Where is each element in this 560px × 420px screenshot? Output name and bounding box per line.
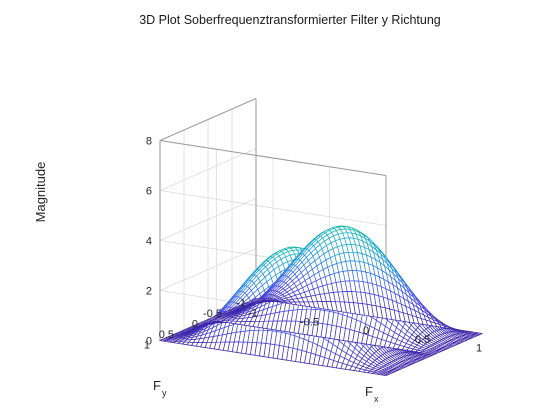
z-tick-label: 4 bbox=[146, 236, 152, 248]
z-tick-label: 6 bbox=[146, 186, 152, 198]
z-tick-label: 2 bbox=[146, 286, 152, 298]
x-tick-label: 1 bbox=[476, 343, 482, 355]
backwall-gridline-z bbox=[159, 190, 387, 226]
y-tick-label: 1 bbox=[144, 340, 150, 352]
chart-title: 3D Plot Soberfrequenztransformierter Fil… bbox=[139, 13, 441, 27]
z-tick-label: 0 bbox=[146, 336, 152, 348]
wall-gridline-z bbox=[159, 148, 257, 191]
tick-labels: 0 2 4 6 8 -1 -0.5 0 0.5 1 -1 -0.5 0 0.5 1 bbox=[144, 136, 482, 355]
x-tick-label: -0.5 bbox=[300, 316, 319, 328]
box-edge bbox=[159, 98, 257, 141]
x-tick-label: 0.5 bbox=[415, 334, 430, 346]
svg-text:x: x bbox=[374, 394, 379, 404]
z-tick-label: 8 bbox=[146, 136, 152, 148]
y-tick-label: -0.5 bbox=[203, 308, 222, 320]
z-axis-label: Magnitude bbox=[33, 162, 48, 223]
wall-gridline-z bbox=[159, 248, 257, 291]
svg-text:F: F bbox=[365, 384, 373, 399]
svg-text:F: F bbox=[153, 378, 161, 393]
surface-mesh bbox=[158, 225, 484, 376]
y-tick-label: 0.5 bbox=[159, 329, 174, 341]
x-tick-label: -1 bbox=[248, 308, 258, 320]
y-tick-label: -1 bbox=[236, 298, 246, 310]
svg-text:y: y bbox=[162, 388, 167, 398]
x-tick-label: 0 bbox=[363, 325, 369, 337]
y-axis-label: F y bbox=[153, 378, 167, 398]
surface-cell bbox=[474, 332, 484, 335]
y-tick-label: 0 bbox=[192, 319, 198, 331]
wall-gridline-z bbox=[159, 198, 257, 241]
box-edge bbox=[159, 140, 387, 176]
x-axis-label: F x bbox=[365, 384, 379, 404]
